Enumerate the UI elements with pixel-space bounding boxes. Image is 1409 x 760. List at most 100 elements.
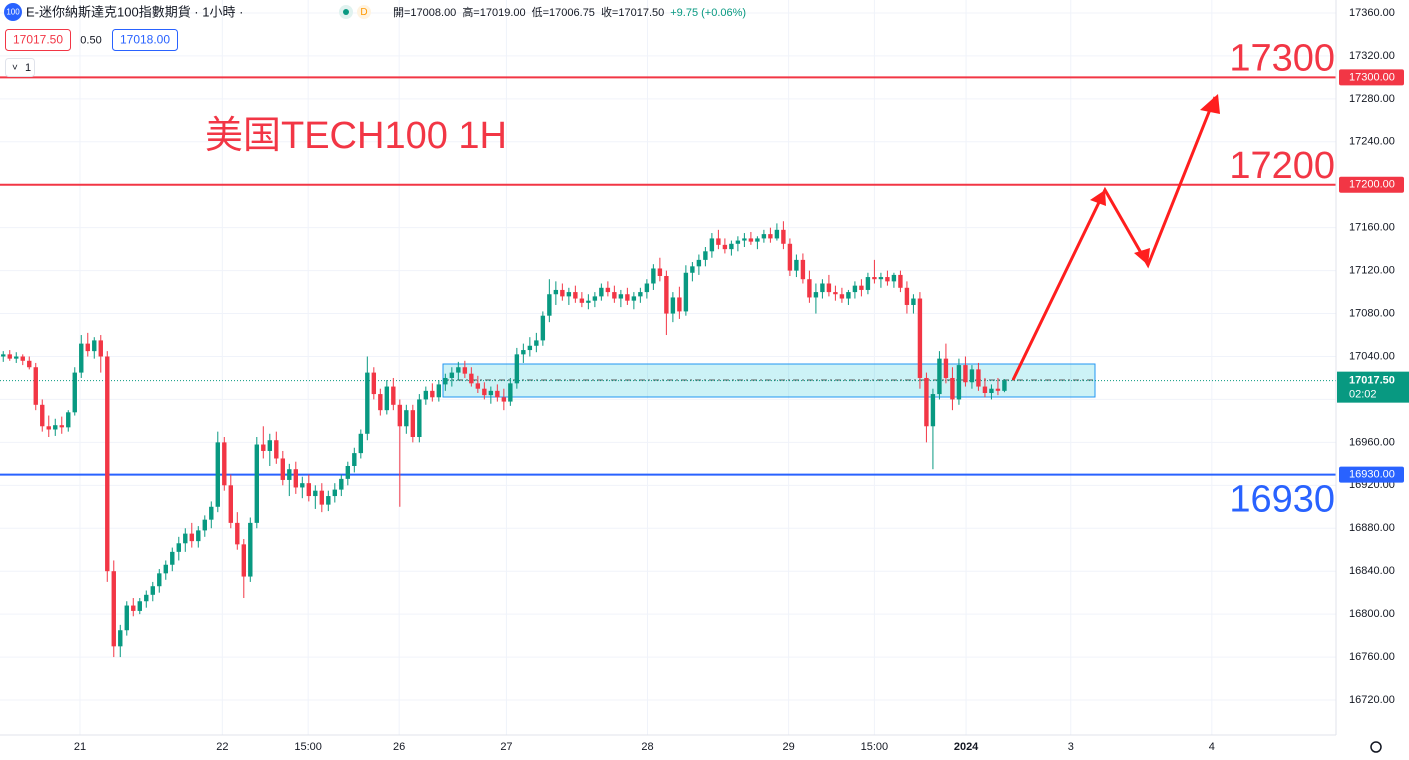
candle-body	[729, 243, 734, 250]
last-price-tag	[1337, 371, 1409, 403]
candle-body	[969, 369, 975, 383]
candle-body	[443, 377, 448, 385]
ohlc-legend: 開=17008.00 高=17019.00 低=17006.75 收=17017.50…	[393, 5, 746, 19]
settings-icon[interactable]	[1370, 741, 1382, 753]
candle-body	[592, 296, 598, 301]
candle-body	[657, 268, 663, 276]
candle-body	[189, 533, 194, 542]
y-tick-label: 17040.00	[1349, 350, 1395, 362]
price-tag-label: 17300.00	[1349, 71, 1395, 83]
y-tick-label: 17120.00	[1349, 265, 1395, 277]
candle-body	[469, 373, 474, 384]
price-tag	[1339, 69, 1404, 86]
symbol-icon	[4, 3, 22, 21]
candle-body	[573, 292, 578, 299]
candle-body	[514, 354, 520, 384]
candle-body	[163, 564, 168, 574]
candle-body	[124, 605, 129, 631]
candle-body	[378, 394, 383, 411]
x-tick-label: 3	[1068, 741, 1074, 753]
candle-body	[241, 544, 246, 577]
candle-body	[358, 433, 364, 454]
candle-body	[1002, 380, 1007, 391]
candle-body	[813, 292, 819, 298]
arrow-head	[1090, 190, 1106, 206]
candle-body	[690, 266, 695, 273]
candle-body	[703, 251, 708, 260]
candle-body	[852, 285, 858, 293]
candle-body	[846, 292, 851, 299]
candle-body	[995, 388, 1001, 391]
candle-body	[293, 469, 299, 488]
indicator-toggle[interactable]	[5, 58, 35, 77]
candle-body	[456, 367, 461, 373]
x-tick-label: 4	[1209, 741, 1215, 753]
y-tick-label: 17160.00	[1349, 222, 1395, 234]
buy-box[interactable]	[112, 29, 178, 51]
candle-body	[59, 425, 64, 428]
candle-body	[287, 469, 292, 480]
candle-body	[105, 356, 110, 572]
candle-body	[820, 283, 825, 293]
candle-body	[644, 283, 650, 293]
candle-body	[332, 489, 338, 497]
price-note: 17300	[1229, 37, 1335, 79]
last-price-label: 17017.50	[1349, 375, 1395, 387]
candle-body	[482, 388, 487, 396]
price-tag-label: 16930.00	[1349, 468, 1395, 480]
y-tick-label: 17360.00	[1349, 7, 1395, 19]
candle-body	[209, 506, 214, 520]
candle-body	[527, 345, 533, 351]
candle-body	[677, 297, 682, 312]
x-tick-label: 22	[216, 741, 228, 753]
candle-body	[891, 274, 897, 282]
candle-body	[235, 522, 240, 545]
candle-body	[696, 259, 702, 267]
x-tick-label: 27	[500, 741, 512, 753]
sell-price: 17017.50	[13, 33, 63, 47]
candle-body	[248, 522, 253, 577]
x-tick-label: 2024	[954, 741, 979, 753]
candle-body	[202, 519, 207, 531]
x-tick-label: 29	[782, 741, 794, 753]
ohlc-item: 收=17017.50	[601, 5, 664, 19]
x-tick-label: 15:00	[294, 741, 322, 753]
candle-body	[176, 543, 181, 552]
candle-body	[267, 440, 273, 451]
price-tag	[1339, 176, 1404, 193]
candle-body	[917, 298, 923, 378]
candle-body	[170, 551, 175, 565]
symbol-title[interactable]: E-迷你納斯達克100指數期貨 · 1小時 ·	[26, 4, 243, 19]
candle-body	[79, 343, 84, 373]
candle-body	[85, 343, 90, 352]
candle-body	[72, 372, 77, 413]
candle-body	[937, 358, 942, 395]
candle-body	[826, 283, 832, 293]
y-tick-label: 16840.00	[1349, 565, 1395, 577]
sell-box[interactable]	[5, 29, 71, 51]
ohlc-item: 高=17019.00	[462, 5, 525, 19]
candles	[1, 221, 1007, 658]
price-note: 16930	[1229, 479, 1335, 521]
candle-body	[774, 229, 780, 239]
candle-body	[501, 397, 507, 402]
badge-bg	[357, 5, 371, 19]
candle-body	[924, 377, 929, 427]
candle-body	[683, 272, 689, 312]
candle-body	[449, 372, 455, 378]
candle-body	[404, 410, 409, 427]
candle-body	[261, 444, 266, 451]
candle-body	[40, 404, 45, 427]
candle-body	[742, 238, 747, 241]
candle-body	[898, 274, 903, 288]
price-note: 17200	[1229, 145, 1335, 187]
candle-body	[306, 483, 312, 497]
y-tick-label: 16960.00	[1349, 436, 1395, 448]
candle-body	[950, 377, 955, 400]
candle-body	[566, 292, 572, 297]
x-tick-label: 26	[393, 741, 405, 753]
candle-body	[157, 573, 162, 587]
badge: D	[360, 7, 367, 18]
candle-body	[605, 287, 611, 293]
